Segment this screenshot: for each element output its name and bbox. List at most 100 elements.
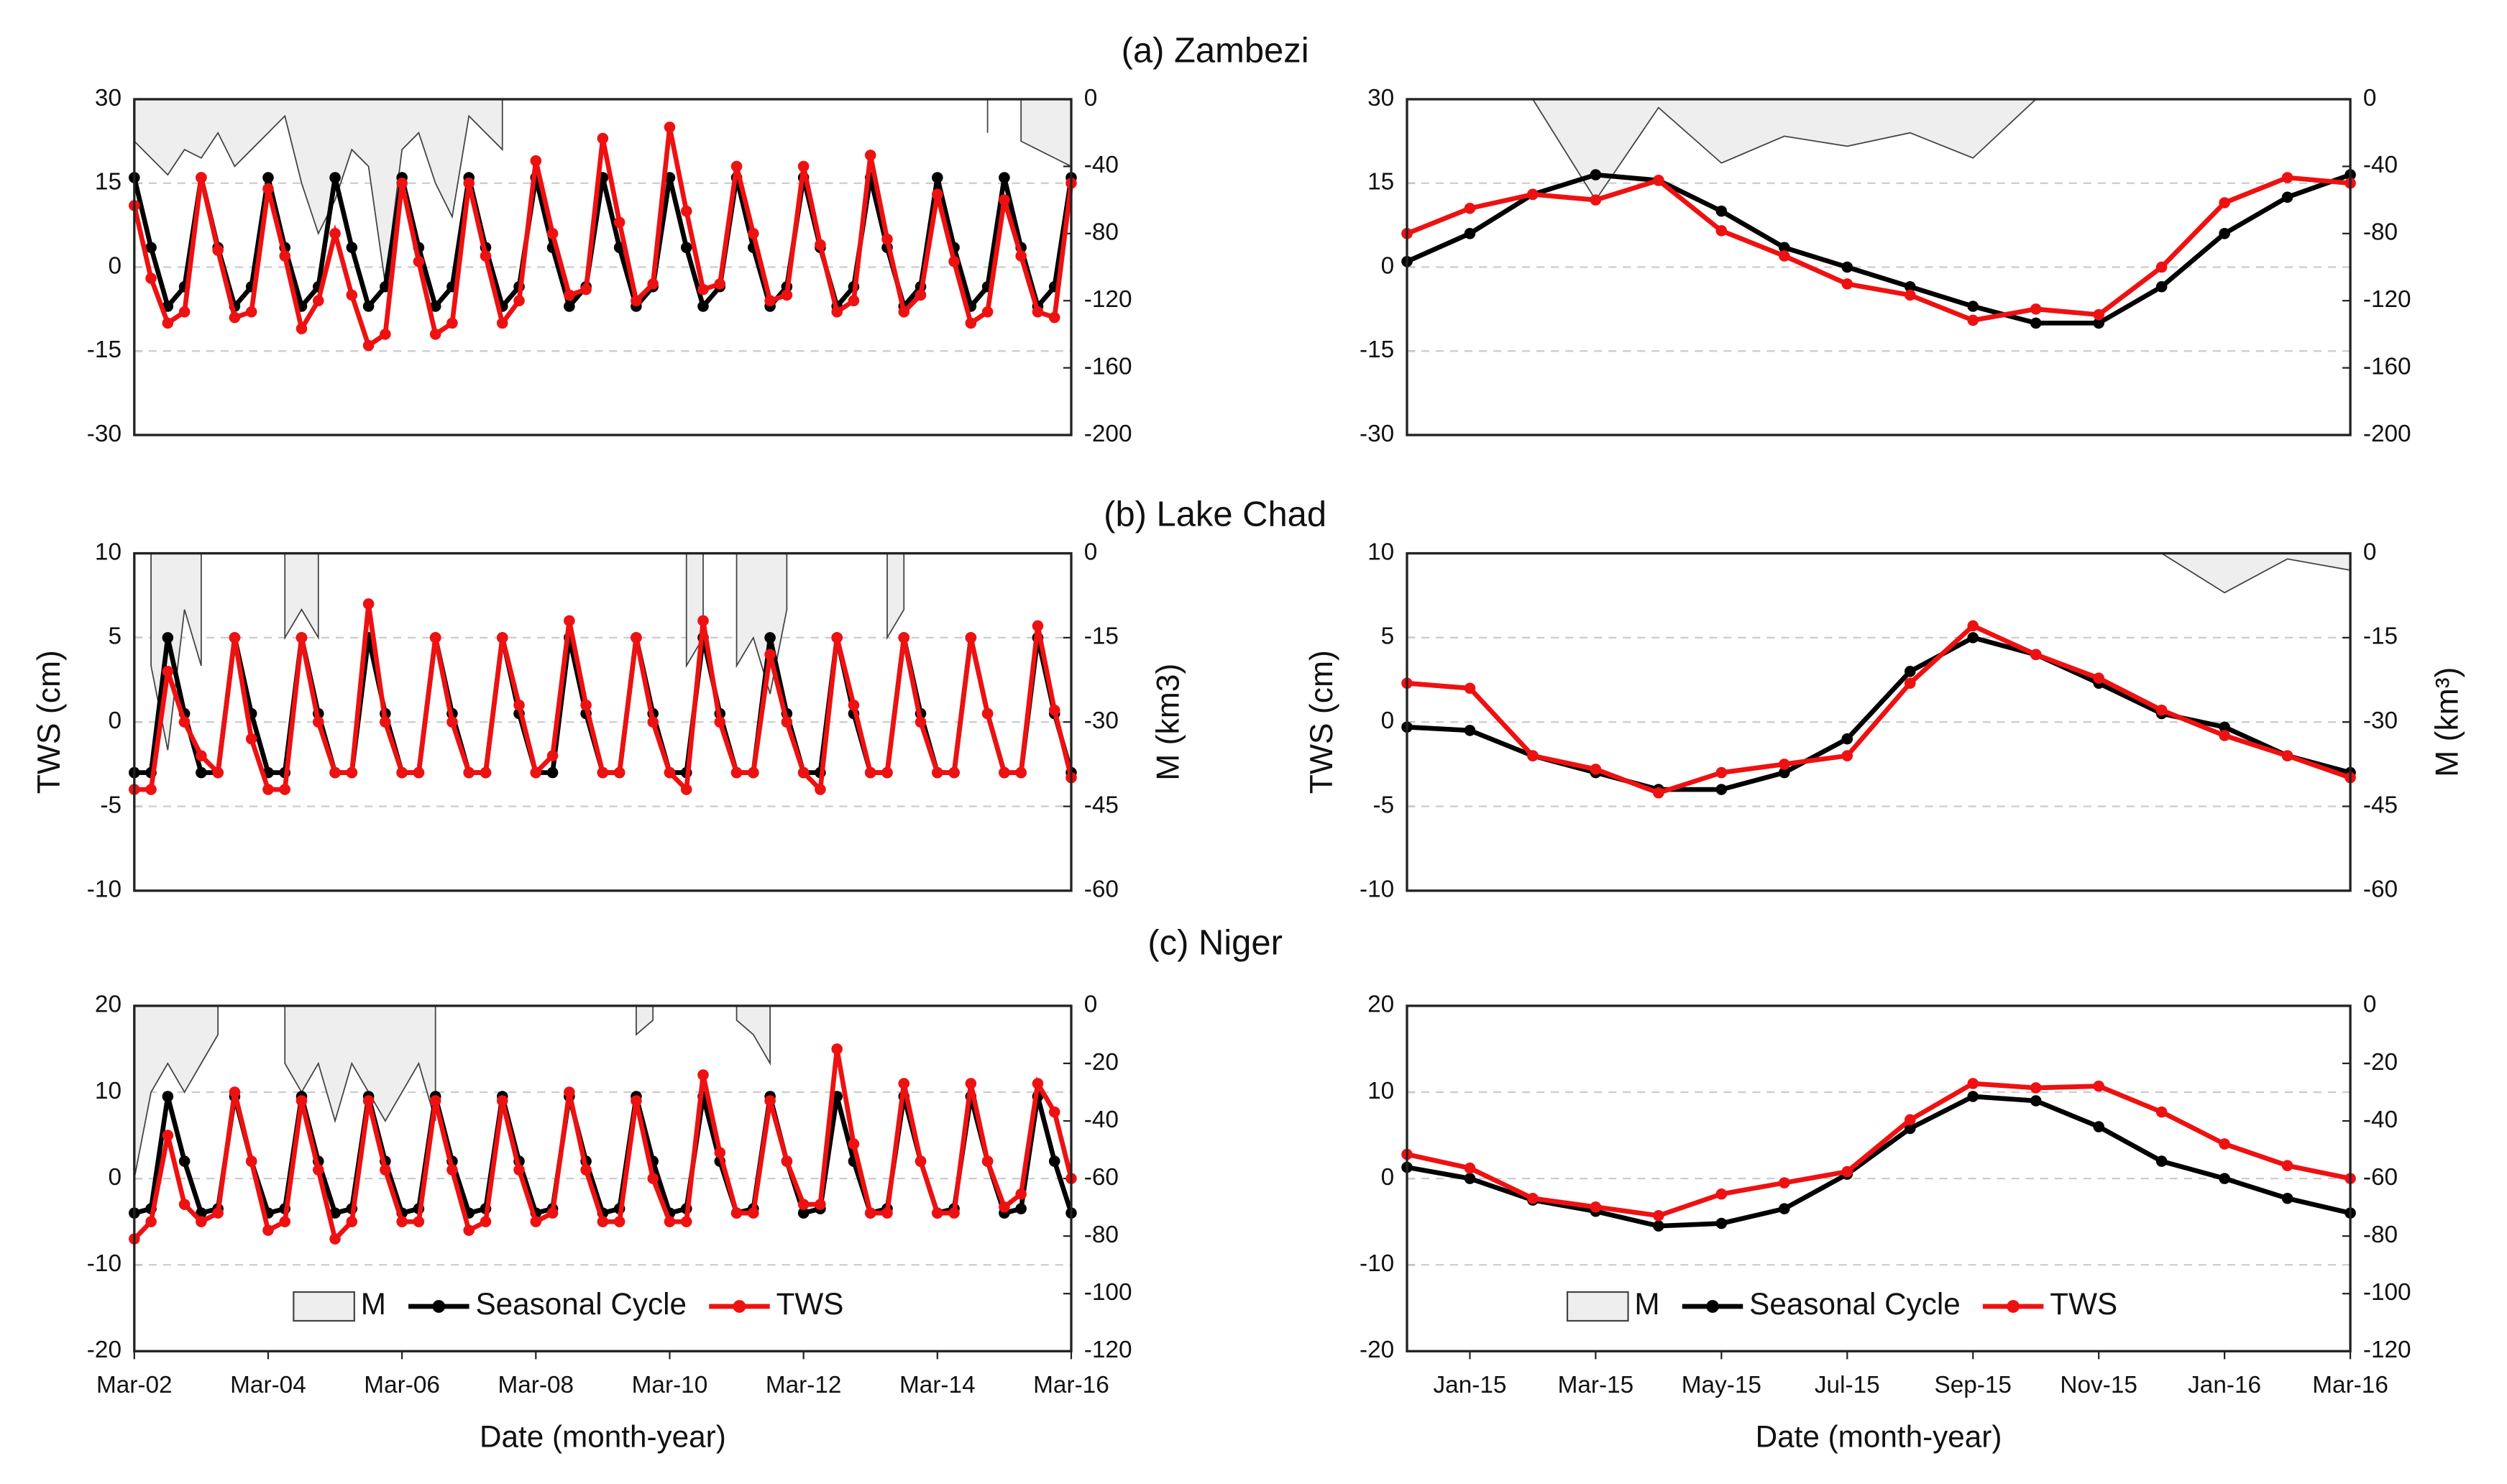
series-point: [530, 1216, 542, 1227]
series-point: [680, 1216, 692, 1227]
y2-tick-label: -40: [2363, 1107, 2398, 1133]
series-point: [262, 172, 274, 183]
x-tick-label: Mar-02: [96, 1372, 173, 1398]
y-tick-label: -15: [87, 336, 122, 363]
series-point: [1841, 1165, 1853, 1178]
y2-tick-label: -30: [1084, 707, 1119, 734]
series-point: [981, 1155, 994, 1167]
legend-dot: [733, 1300, 746, 1313]
series-point: [848, 295, 860, 307]
series-point: [1653, 175, 1664, 186]
series-point: [831, 1043, 843, 1055]
series-point: [1715, 205, 1728, 217]
series-point: [631, 632, 642, 643]
y2-tick-label: -80: [2363, 1222, 2398, 1248]
series-point: [1841, 278, 1853, 290]
series-point: [496, 317, 508, 329]
series-point: [697, 1069, 709, 1081]
series-point: [380, 329, 391, 340]
series-point: [1048, 704, 1060, 716]
series-line: [1406, 1094, 2351, 1229]
y-axis-label: TWS (cm): [32, 650, 67, 794]
y2-axis-label: M (km3): [1151, 664, 1186, 781]
plot-frame: [133, 1004, 1073, 1352]
series-point: [1779, 1177, 1790, 1188]
series-point: [764, 295, 776, 307]
series-point: [697, 615, 709, 627]
series-point: [781, 716, 793, 728]
x-axis-label: Date (month-year): [1756, 1420, 2002, 1454]
series-point: [815, 1199, 826, 1210]
y-tick-label: 0: [108, 1164, 122, 1191]
series-point: [797, 766, 810, 779]
series-point: [2093, 308, 2104, 321]
series-point: [513, 295, 525, 307]
series-point: [697, 301, 709, 312]
series-point: [932, 766, 943, 779]
series-point: [999, 172, 1010, 183]
series-point: [2155, 261, 2168, 273]
series-point: [429, 1095, 441, 1107]
y2-tick-label: -40: [1084, 152, 1119, 178]
y2-tick-label: -20: [1084, 1049, 1119, 1076]
series-point: [965, 632, 977, 643]
series-point: [2219, 228, 2230, 239]
series-point: [948, 766, 960, 779]
series-point: [329, 1233, 341, 1245]
y2-tick-label: -60: [1084, 1164, 1119, 1191]
legend-dot: [1706, 1300, 1719, 1313]
series-point: [513, 1164, 525, 1176]
series-point: [915, 289, 927, 301]
y-tick-label: 20: [1367, 991, 1394, 1018]
series-point: [664, 766, 676, 779]
series-point: [864, 766, 876, 779]
series-line: [132, 127, 1074, 349]
y2-tick-label: 0: [1084, 539, 1098, 565]
series-point: [2155, 1155, 2168, 1167]
y-tick-label: -5: [100, 792, 122, 818]
series-point: [396, 766, 408, 779]
panel-title: (c) Niger: [1147, 923, 1282, 962]
series-line: [1406, 1081, 2351, 1219]
series-point: [1590, 1201, 1602, 1213]
y-tick-label: -10: [1360, 876, 1394, 903]
series-point: [162, 317, 174, 329]
series-point: [480, 766, 492, 779]
series-point: [178, 1199, 191, 1210]
x-axis-label: Date (month-year): [480, 1420, 726, 1454]
series-point: [212, 766, 224, 779]
y-tick-label: -30: [87, 421, 122, 447]
series-point: [1779, 250, 1790, 262]
series-point: [245, 1155, 257, 1167]
x-tick-label: Jul-15: [1815, 1372, 1880, 1398]
series-point: [815, 784, 826, 795]
series-point: [1779, 759, 1790, 770]
series-point: [145, 1216, 157, 1227]
series-point: [2281, 191, 2293, 203]
series-point: [362, 1095, 375, 1107]
series-point: [2281, 1160, 2293, 1171]
series-point: [2281, 750, 2293, 761]
series-point: [463, 1224, 475, 1236]
y-tick-label: 5: [108, 623, 122, 650]
series-point: [546, 766, 559, 779]
series-point: [496, 632, 508, 643]
series-point: [781, 1155, 793, 1167]
y2-tick-label: 0: [2363, 85, 2377, 111]
series-point: [546, 750, 559, 761]
x-tick-label: Mar-04: [230, 1372, 306, 1398]
y2-tick-label: -30: [2363, 707, 2398, 734]
series-point: [162, 1091, 174, 1102]
series-point: [429, 329, 441, 340]
series-point: [748, 766, 759, 779]
series-point: [530, 766, 542, 779]
series-point: [295, 323, 308, 334]
series-point: [362, 339, 375, 352]
series-point: [714, 716, 726, 728]
series-point: [2093, 317, 2104, 329]
series-point: [1715, 766, 1728, 779]
series-point: [212, 244, 224, 256]
series-point: [748, 1207, 759, 1219]
series-point: [396, 1216, 408, 1227]
